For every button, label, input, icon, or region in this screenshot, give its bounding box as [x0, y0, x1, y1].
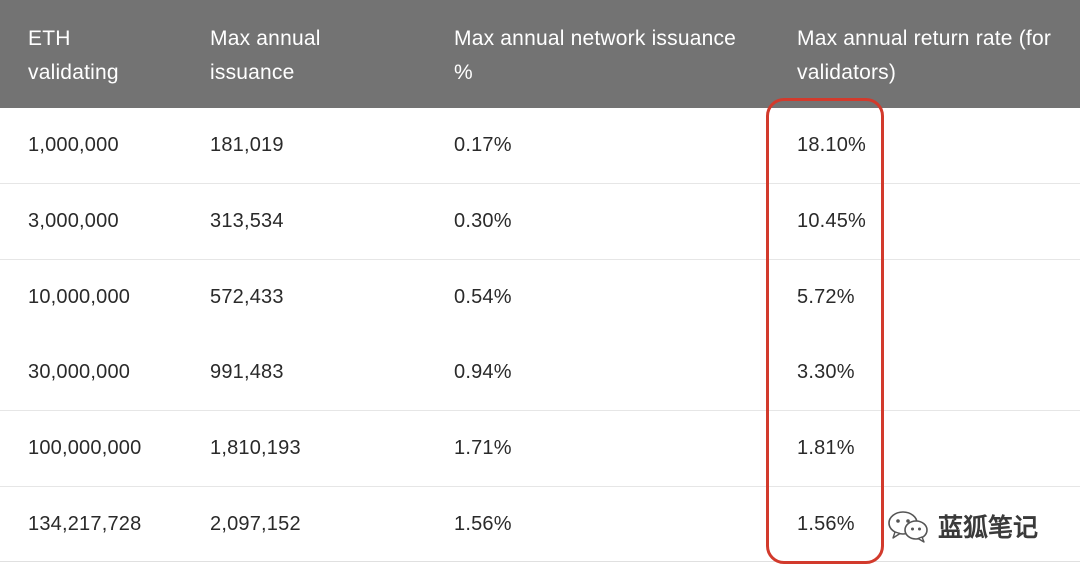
- header-line: validators): [797, 61, 897, 84]
- cell-eth-validating: 100,000,000: [28, 437, 142, 459]
- header-network-issuance-percent: Max annual network issuance %: [454, 22, 736, 90]
- cell-max-annual-issuance: 2,097,152: [210, 513, 301, 535]
- cell-return-rate: 1.81%: [797, 437, 855, 459]
- header-line: issuance: [210, 61, 295, 84]
- cell-eth-validating: 134,217,728: [28, 513, 142, 535]
- cell-max-annual-issuance: 181,019: [210, 134, 284, 156]
- cell-eth-validating: 10,000,000: [28, 286, 131, 308]
- header-eth-validating: ETH validating: [28, 22, 119, 90]
- cell-network-issuance-percent: 0.30%: [454, 210, 512, 232]
- table-row: 30,000,000 991,483 0.94% 3.30%: [0, 335, 1080, 411]
- cell-network-issuance-percent: 1.71%: [454, 437, 512, 459]
- header-line: validating: [28, 61, 119, 84]
- cell-network-issuance-percent: 1.56%: [454, 513, 512, 535]
- cell-max-annual-issuance: 1,810,193: [210, 437, 301, 459]
- cell-network-issuance-percent: 0.17%: [454, 134, 512, 156]
- header-line: Max annual network issuance: [454, 27, 737, 50]
- table-bottom-border: [0, 561, 1080, 562]
- table-row: 3,000,000 313,534 0.30% 10.45%: [0, 184, 1080, 260]
- table-row: 100,000,000 1,810,193 1.71% 1.81%: [0, 411, 1080, 487]
- cell-return-rate: 10.45%: [797, 210, 867, 232]
- cell-return-rate: 18.10%: [797, 134, 867, 156]
- watermark: 蓝狐笔记: [886, 508, 1038, 544]
- cell-network-issuance-percent: 0.54%: [454, 286, 512, 308]
- cell-eth-validating: 1,000,000: [28, 134, 119, 156]
- watermark-text: 蓝狐笔记: [938, 513, 1039, 542]
- wechat-icon: [888, 511, 928, 543]
- header-line: ETH: [28, 27, 71, 50]
- cell-eth-validating: 30,000,000: [28, 361, 131, 383]
- cell-max-annual-issuance: 313,534: [210, 210, 284, 232]
- cell-max-annual-issuance: 991,483: [210, 361, 284, 383]
- table-header: ETH validating Max annual issuance Max a…: [0, 0, 1080, 108]
- cell-return-rate: 5.72%: [797, 286, 855, 308]
- cell-eth-validating: 3,000,000: [28, 210, 119, 232]
- header-line: %: [454, 61, 473, 84]
- cell-max-annual-issuance: 572,433: [210, 286, 284, 308]
- header-line: Max annual: [210, 27, 321, 50]
- table-row: 10,000,000 572,433 0.54% 5.72%: [0, 260, 1080, 336]
- table-row: 1,000,000 181,019 0.17% 18.10%: [0, 108, 1080, 184]
- cell-network-issuance-percent: 0.94%: [454, 361, 512, 383]
- cell-return-rate: 1.56%: [797, 513, 855, 535]
- header-max-annual-issuance: Max annual issuance: [210, 22, 321, 90]
- cell-return-rate: 3.30%: [797, 361, 855, 383]
- header-line: Max annual return rate (for: [797, 27, 1052, 50]
- header-max-return-rate: Max annual return rate (for validators): [797, 22, 1051, 90]
